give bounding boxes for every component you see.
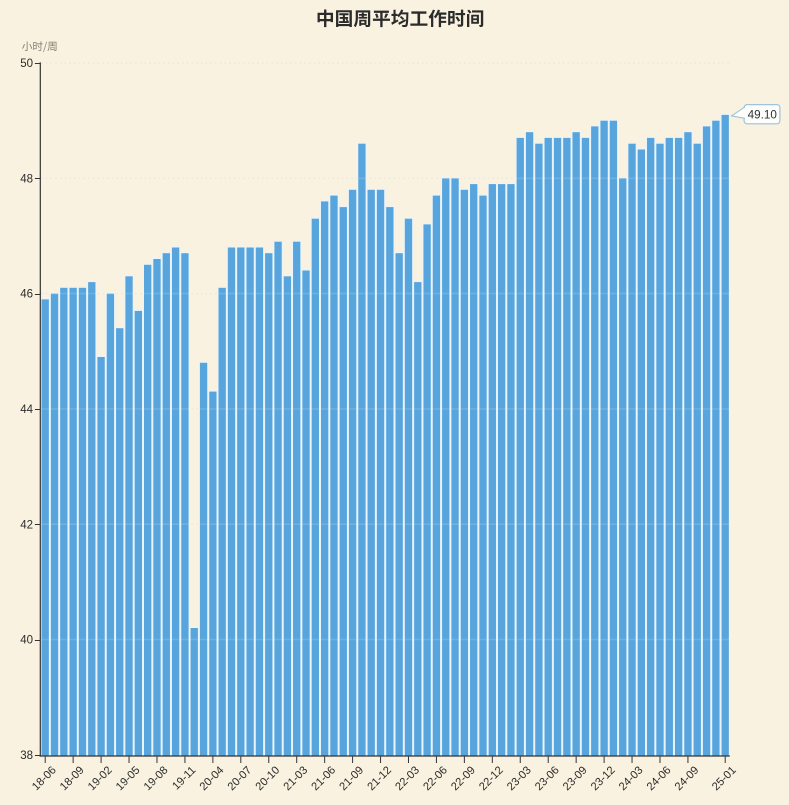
svg-text:48: 48 — [20, 173, 33, 185]
svg-text:38: 38 — [20, 750, 33, 762]
svg-text:42: 42 — [20, 519, 33, 531]
svg-text:40: 40 — [20, 635, 33, 647]
svg-text:46: 46 — [20, 289, 33, 301]
svg-text:49.10: 49.10 — [748, 108, 778, 121]
svg-text:50: 50 — [20, 58, 33, 70]
svg-text:44: 44 — [20, 404, 33, 416]
